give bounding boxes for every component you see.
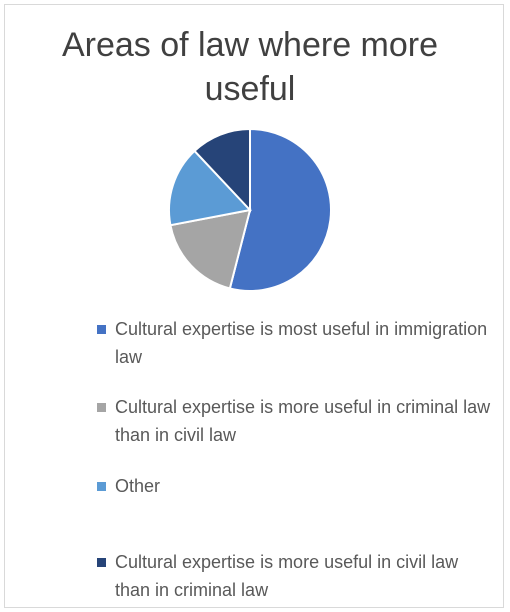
pie-slice-immigration-law [228, 127, 332, 292]
chart-title: Areas of law where more useful [61, 26, 439, 108]
pie-slices [168, 127, 332, 292]
legend-label: Cultural expertise is more useful in cri… [115, 397, 491, 445]
legend-swatch [97, 482, 106, 491]
pie-slice-civil-law [193, 127, 251, 213]
pie-slice-criminal-law [169, 208, 252, 290]
legend-item-civil-law: Cultural expertise is more useful in civ… [97, 548, 497, 604]
legend-swatch [97, 403, 106, 412]
legend-swatch [97, 325, 106, 334]
legend-item-criminal-law: Cultural expertise is more useful in cri… [97, 393, 497, 449]
legend-swatch [97, 558, 106, 567]
legend-label: Cultural expertise is more useful in civ… [115, 552, 459, 600]
legend-label: Cultural expertise is most useful in imm… [115, 319, 488, 367]
pie-chart [168, 127, 332, 292]
legend-item-other: Other [97, 472, 160, 500]
legend-label: Other [115, 476, 161, 496]
pie-slice-other [168, 149, 252, 227]
chart-area: Areas of law where more useful Cultural … [4, 4, 504, 608]
legend-item-immigration-law: Cultural expertise is most useful in imm… [97, 315, 497, 371]
